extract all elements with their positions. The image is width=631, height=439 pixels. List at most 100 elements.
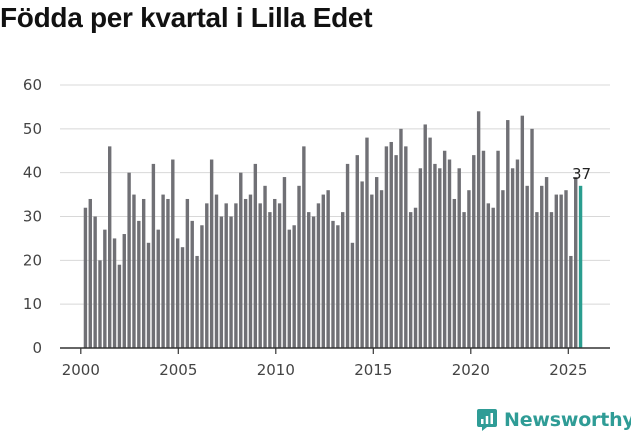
bar <box>151 163 156 348</box>
bar <box>297 185 301 348</box>
last-value-label: 37 <box>572 165 591 183</box>
bar <box>316 203 321 348</box>
bar <box>248 194 253 348</box>
y-tick-label: 40 <box>23 164 42 182</box>
brand-name: Newsworthy <box>504 409 631 431</box>
bar <box>574 177 578 348</box>
bar <box>472 155 476 348</box>
bar <box>166 198 170 348</box>
bar <box>321 194 325 348</box>
y-axis-tick-labels: 0 10 20 30 40 50 60 <box>23 76 42 357</box>
bar <box>185 198 190 348</box>
bar <box>341 212 345 348</box>
bar <box>510 168 515 348</box>
bar <box>137 220 141 348</box>
bar <box>428 137 432 348</box>
bar <box>292 225 296 348</box>
bar <box>423 124 427 348</box>
bar <box>365 137 369 348</box>
bar <box>559 194 563 348</box>
bar <box>535 212 539 348</box>
bar <box>374 177 379 348</box>
bar <box>496 150 500 348</box>
bar <box>263 185 267 348</box>
bar <box>171 159 175 348</box>
bar <box>195 255 199 348</box>
bar <box>452 198 457 348</box>
bar <box>540 185 544 348</box>
bar <box>404 146 408 348</box>
bar <box>476 111 481 348</box>
bar <box>258 203 262 348</box>
bar <box>311 216 316 348</box>
bar <box>108 146 112 348</box>
bar <box>219 216 224 348</box>
bar <box>481 150 486 348</box>
bar <box>360 181 364 348</box>
newsworthy-icon <box>477 409 497 431</box>
x-tick-label: 2005 <box>159 361 197 379</box>
bar <box>389 141 393 348</box>
y-tick-label: 0 <box>32 339 42 357</box>
bar <box>103 229 107 348</box>
bar <box>549 212 554 348</box>
bar <box>273 198 277 348</box>
bar <box>243 198 248 348</box>
y-tick-label: 30 <box>23 208 42 226</box>
bar <box>205 203 209 348</box>
bar <box>399 128 403 348</box>
bar <box>141 198 146 348</box>
bar <box>345 163 350 348</box>
bar <box>161 194 165 348</box>
bar <box>277 203 282 348</box>
bar <box>229 216 233 348</box>
bar <box>122 234 126 348</box>
x-axis <box>60 347 610 354</box>
chart-title: Födda per kvartal i Lilla Edet <box>0 2 373 33</box>
bar <box>544 177 549 348</box>
x-axis-tick-labels: 2000 2005 2010 2015 2020 2025 <box>62 361 588 379</box>
bar <box>127 172 131 348</box>
bar <box>282 177 287 348</box>
bar <box>200 225 204 348</box>
bar <box>525 185 529 348</box>
x-tick-label: 2020 <box>452 361 490 379</box>
y-tick-label: 60 <box>23 76 42 94</box>
bar <box>239 172 243 348</box>
bar <box>408 212 413 348</box>
gridlines <box>60 84 610 305</box>
bar <box>569 255 573 348</box>
y-tick-label: 50 <box>23 120 42 138</box>
bar <box>491 207 495 348</box>
bar <box>117 264 122 348</box>
bar <box>486 203 491 348</box>
bar <box>224 203 228 348</box>
x-tick-label: 2015 <box>354 361 392 379</box>
bar-series <box>83 111 583 349</box>
bar <box>98 260 102 348</box>
brand-logo[interactable]: Newsworthy <box>476 408 631 432</box>
bar <box>112 238 117 348</box>
bar <box>180 247 185 348</box>
bar <box>370 194 374 348</box>
x-tick-label: 2025 <box>549 361 587 379</box>
bar <box>132 194 136 348</box>
bar <box>564 190 568 348</box>
bar <box>394 155 398 348</box>
bar <box>331 220 335 348</box>
bar <box>307 212 311 348</box>
bar <box>175 238 180 348</box>
bar <box>418 168 423 348</box>
bar <box>287 229 292 348</box>
bar <box>554 194 558 348</box>
bar <box>268 212 272 348</box>
bar <box>156 229 160 348</box>
bar <box>190 220 194 348</box>
bar <box>384 146 389 348</box>
bar <box>462 212 466 348</box>
y-tick-label: 10 <box>23 295 42 313</box>
bar <box>433 163 437 348</box>
bar <box>506 120 510 348</box>
bar <box>467 190 471 348</box>
bar <box>234 203 238 348</box>
